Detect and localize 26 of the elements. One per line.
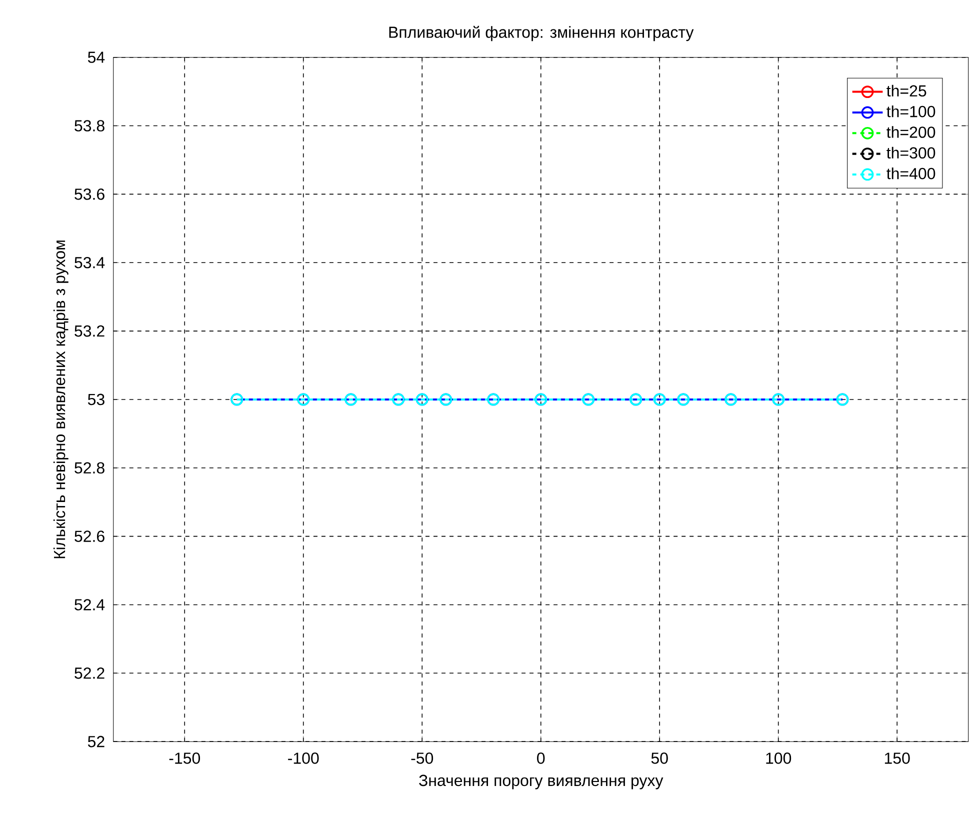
y-tick-label: 54 bbox=[88, 52, 105, 63]
x-tick-label: -50 bbox=[411, 752, 434, 764]
y-tick-label: 52 bbox=[88, 736, 104, 748]
legend-label: th=300 bbox=[886, 146, 936, 159]
y-tick-label: 52.2 bbox=[74, 668, 104, 679]
x-tick-label: 0 bbox=[537, 752, 545, 764]
x-tick-label: 150 bbox=[884, 752, 910, 764]
y-tick-label: 53.2 bbox=[74, 325, 104, 337]
y-axis-title: Кількість невірно виявлених кадрів з рухом bbox=[53, 240, 68, 558]
y-tick-label: 53.8 bbox=[74, 120, 104, 132]
legend-label: th=25 bbox=[886, 84, 926, 97]
y-tick-label: 53.6 bbox=[74, 188, 104, 200]
y-tick-label: 53.4 bbox=[74, 256, 105, 268]
chart-title: Впливаючий фактор: змінення контрасту bbox=[389, 26, 694, 42]
y-tick-label: 52.6 bbox=[74, 530, 104, 542]
legend-label: th=400 bbox=[886, 168, 936, 180]
x-tick-label: -100 bbox=[288, 752, 319, 764]
legend-label: th=100 bbox=[886, 106, 936, 118]
x-axis-title: Значення порогу виявлення руху bbox=[419, 774, 664, 790]
x-tick-label: 50 bbox=[651, 752, 668, 764]
legend-label: th=200 bbox=[886, 126, 936, 138]
y-tick-label: 53 bbox=[88, 394, 104, 406]
x-tick-label: 100 bbox=[766, 752, 792, 764]
y-tick-label: 52.8 bbox=[74, 462, 104, 474]
x-tick-label: -150 bbox=[169, 752, 200, 764]
y-tick-label: 52.4 bbox=[74, 599, 105, 610]
